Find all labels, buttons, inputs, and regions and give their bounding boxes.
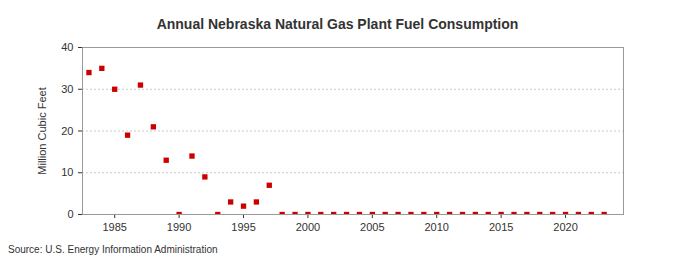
svg-text:40: 40 xyxy=(61,41,73,53)
svg-text:10: 10 xyxy=(61,166,73,178)
svg-text:30: 30 xyxy=(61,83,73,95)
svg-text:2005: 2005 xyxy=(360,221,384,233)
html-text:Source: U.S. Energy Informatio: Source: U.S. Energy Information Administ… xyxy=(8,244,218,255)
svg-text:2020: 2020 xyxy=(553,221,577,233)
svg-text:1990: 1990 xyxy=(167,221,191,233)
html-text:Annual Nebraska Natural Gas Pl: Annual Nebraska Natural Gas Plant Fuel C… xyxy=(156,16,519,32)
svg-text:2010: 2010 xyxy=(424,221,448,233)
svg-text:2015: 2015 xyxy=(489,221,513,233)
svg-text:0: 0 xyxy=(67,208,73,220)
svg-text:1985: 1985 xyxy=(102,221,126,233)
svg-text:Million Cubic Feet: Million Cubic Feet xyxy=(36,87,48,174)
svg-text:2000: 2000 xyxy=(296,221,320,233)
svg-text:20: 20 xyxy=(61,125,73,137)
svg-text:1995: 1995 xyxy=(231,221,255,233)
